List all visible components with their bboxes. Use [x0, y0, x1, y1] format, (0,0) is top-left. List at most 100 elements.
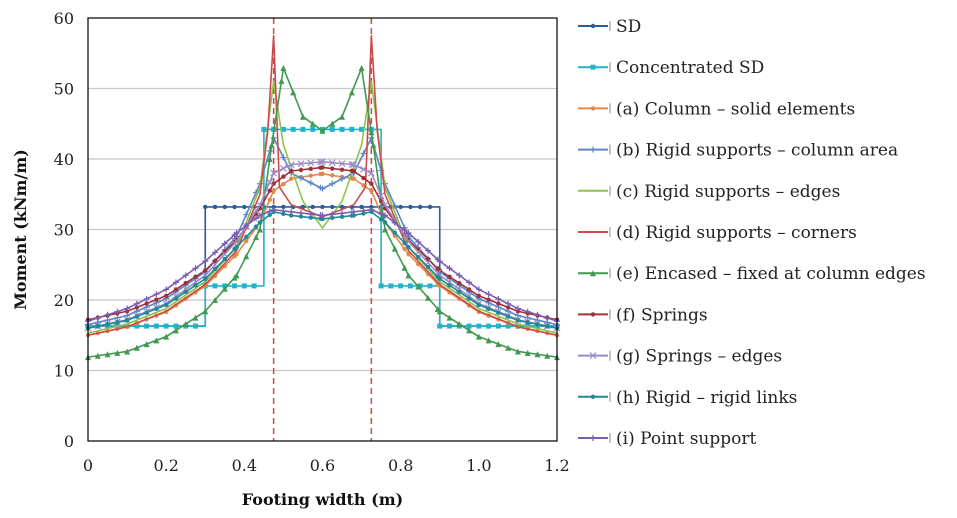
series-point	[95, 324, 100, 329]
series-point	[505, 314, 511, 319]
legend-label: (b) Rigid supports – column area	[616, 141, 898, 161]
series-point	[495, 341, 502, 348]
series-point	[319, 127, 326, 134]
series-point	[222, 256, 227, 262]
series-point	[339, 126, 345, 132]
series-lines	[84, 34, 561, 361]
series-point	[319, 158, 326, 166]
series-point	[329, 180, 336, 187]
series-point	[544, 314, 551, 321]
series-point	[153, 323, 159, 329]
series-point	[243, 211, 250, 218]
series-point	[328, 159, 336, 167]
series-point	[486, 306, 491, 312]
series-point	[535, 322, 540, 327]
series-point	[349, 126, 355, 132]
series-point	[475, 333, 482, 340]
series-point	[172, 279, 179, 286]
series-point	[330, 166, 335, 171]
series-point	[244, 238, 249, 244]
series-point	[590, 394, 596, 399]
series-point	[267, 188, 272, 193]
series-point	[288, 208, 295, 215]
x-tick-label: 1.2	[544, 456, 569, 475]
series-point	[104, 317, 111, 324]
series-point	[544, 352, 551, 359]
series-line	[87, 208, 558, 322]
series-point	[202, 258, 209, 265]
legend-label: Concentrated SD	[616, 58, 764, 78]
series-point	[476, 293, 482, 298]
series-point	[261, 126, 267, 132]
series-point	[154, 297, 159, 302]
x-tick-label: 0.8	[388, 456, 413, 475]
series-point	[590, 106, 596, 111]
series-point	[505, 305, 511, 310]
legend-label: (d) Rigid supports – corners	[616, 223, 857, 243]
legend-item: (b) Rigid supports – column area	[578, 141, 898, 161]
series-point	[163, 286, 170, 293]
series-point	[241, 283, 247, 289]
series-point	[398, 204, 403, 210]
series-point	[415, 238, 422, 245]
series-point	[143, 341, 150, 348]
series-line	[87, 34, 558, 337]
series-point	[348, 89, 355, 96]
series-point	[266, 156, 273, 162]
series-point	[486, 323, 492, 329]
series-point	[309, 120, 316, 127]
series-point	[222, 204, 227, 210]
series-point	[298, 174, 305, 181]
series-point	[308, 215, 313, 220]
series-point	[407, 283, 413, 289]
series-point	[495, 323, 501, 329]
series-point	[405, 272, 412, 279]
series-point	[505, 323, 511, 329]
series-point	[425, 256, 431, 262]
series-point	[114, 308, 121, 315]
series-point	[212, 283, 218, 289]
legend-label: SD	[616, 17, 641, 37]
series-point	[163, 323, 169, 329]
series-point	[436, 258, 443, 265]
series-point	[401, 227, 408, 234]
series-point	[320, 165, 325, 170]
series-point	[253, 234, 260, 241]
series-point	[534, 311, 541, 318]
series-point	[360, 150, 367, 157]
plot-frame	[87, 17, 558, 442]
series-point	[266, 147, 273, 154]
series-point	[392, 230, 398, 235]
series-point	[192, 323, 198, 329]
series-point	[280, 65, 287, 72]
series-point	[436, 308, 443, 315]
series-point	[234, 251, 239, 257]
series-point	[447, 274, 452, 279]
series-point	[268, 141, 275, 148]
series-point	[401, 264, 408, 271]
series-point	[252, 207, 260, 215]
series-point	[339, 167, 345, 172]
series-point	[425, 294, 432, 301]
legend-item: (d) Rigid supports – corners	[578, 223, 857, 243]
y-axis-title: Moment (kNm/m)	[11, 149, 30, 310]
series-point	[153, 291, 160, 298]
series-point	[173, 287, 179, 292]
series-point	[496, 301, 501, 306]
series-point	[534, 317, 541, 324]
series-point	[144, 301, 149, 306]
series-point	[233, 230, 240, 237]
series-point	[297, 160, 305, 168]
series-point	[289, 168, 294, 174]
series-point	[212, 266, 218, 272]
series-point	[280, 207, 287, 214]
series-point	[446, 265, 453, 272]
series-point	[391, 219, 398, 226]
series-point	[233, 272, 240, 279]
series-point	[317, 158, 324, 166]
series-point	[589, 352, 597, 360]
series-point	[368, 129, 375, 136]
series-point	[350, 161, 358, 169]
x-axis-title: Footing width (m)	[242, 490, 403, 509]
series-point	[418, 204, 423, 210]
